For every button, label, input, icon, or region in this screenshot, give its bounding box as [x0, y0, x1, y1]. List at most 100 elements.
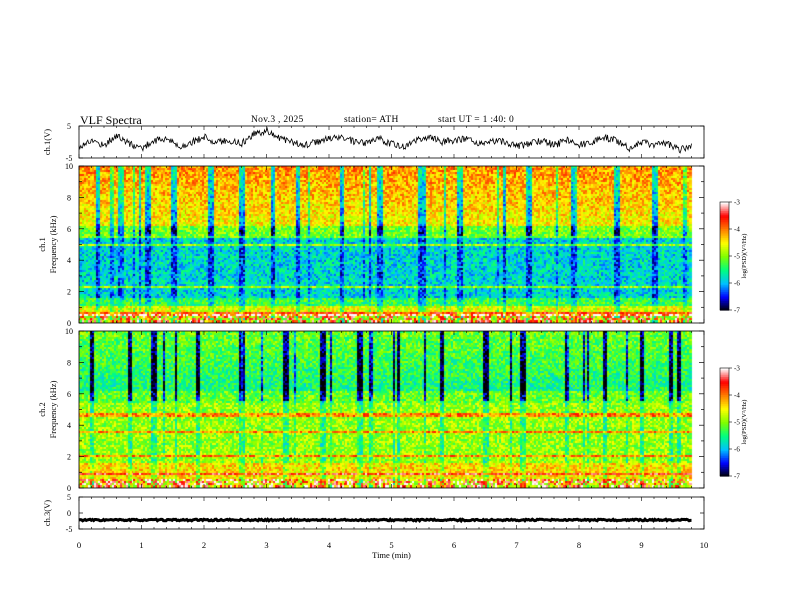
colorbar-step	[720, 391, 729, 394]
colorbar-step	[720, 414, 729, 418]
colorbar-step	[720, 295, 729, 298]
colorbar-step	[720, 443, 729, 446]
colorbar-step	[720, 371, 729, 374]
colorbar-step	[720, 241, 729, 244]
colorbar-step	[720, 472, 729, 475]
colorbar-step	[720, 380, 729, 383]
colorbar-label: log(PSD)(V²/Hz)	[741, 400, 748, 445]
y-tick-label: 2	[67, 453, 71, 462]
colorbar-step	[720, 205, 729, 208]
colorbar-step	[720, 429, 729, 432]
y-tick-label: 6	[67, 225, 71, 234]
ch1-colorbar: -3 -4 -5 -6 -7 log(PSD)(V²/Hz)	[719, 199, 748, 315]
ch2-colorbar: -3 -4 -5 -6 -7 log(PSD)(V²/Hz)	[719, 365, 748, 481]
colorbar-step	[720, 396, 729, 400]
colorbar-step	[720, 254, 729, 257]
colorbar-step	[720, 440, 729, 443]
panel-frame	[78, 125, 705, 159]
colorbar-step	[720, 463, 729, 466]
figure-title: VLF Spectra	[80, 113, 142, 127]
colorbar-step	[720, 404, 729, 407]
colorbar-step	[720, 405, 729, 409]
colorbar-step	[720, 286, 729, 289]
colorbar-step	[720, 270, 729, 273]
y-tick-label: 8	[67, 358, 71, 367]
colorbar-tick-label: -3	[734, 365, 740, 373]
ch2-spectrogram-panel: 0 2 4 6 8 10 ch.2 Frequency (kHz)	[37, 327, 705, 493]
colorbar-tick-label: -7	[734, 307, 740, 315]
x-tick-label: 9	[639, 540, 643, 550]
colorbar-step	[720, 275, 729, 279]
colorbar-step	[720, 290, 729, 293]
colorbar-step	[720, 468, 729, 472]
y-tick-label: 10	[65, 162, 73, 171]
x-tick-label: 4	[327, 540, 332, 550]
colorbar-step	[720, 252, 729, 255]
panel-frame	[78, 496, 705, 530]
colorbar-step	[720, 243, 729, 246]
ch1-waveform-panel: 5 -5 ch.1(V)	[42, 122, 705, 163]
station-label: station= ATH	[344, 115, 399, 125]
colorbar-step	[720, 434, 729, 437]
colorbar-step	[720, 297, 729, 300]
colorbar-step	[720, 257, 729, 261]
colorbar-step	[720, 220, 729, 223]
y-tick-label: 0	[67, 509, 71, 518]
colorbar-step	[720, 395, 729, 398]
colorbar-step	[720, 268, 729, 271]
y-tick-label: 6	[67, 390, 71, 399]
x-tick-label: 0	[77, 540, 81, 550]
colorbar-step	[720, 459, 729, 463]
colorbar-tick-label: -6	[734, 446, 740, 454]
colorbar-step	[720, 283, 729, 286]
colorbar-step	[720, 378, 729, 382]
colorbar-step	[720, 398, 729, 401]
time-axis: 0 1 2 3 4 5 6 7 8 9 10 Time (min)	[77, 540, 708, 560]
colorbar-step	[720, 293, 729, 297]
colorbar-step	[720, 409, 729, 412]
y-tick-label: 2	[67, 288, 71, 297]
colorbar-step	[720, 427, 729, 430]
colorbar-step	[720, 377, 729, 380]
y-tick-label: 8	[67, 193, 71, 202]
colorbar-step	[720, 387, 729, 391]
colorbar-step	[720, 230, 729, 234]
colorbar-step	[720, 382, 729, 385]
colorbar-step	[720, 229, 729, 232]
colorbar-step	[720, 454, 729, 457]
colorbar-step	[720, 203, 729, 207]
date-label: Nov.3 , 2025	[251, 115, 304, 125]
y-axis-label: ch.1(V)	[42, 129, 52, 155]
ch3-waveform-panel: 5 0 -5 ch.3(V)	[42, 493, 705, 534]
colorbar-step	[720, 209, 729, 212]
colorbar-step	[720, 306, 729, 309]
colorbar-tick-label: -6	[734, 280, 740, 288]
colorbar-step	[720, 301, 729, 304]
colorbar-step	[720, 304, 729, 307]
colorbar-step	[720, 247, 729, 250]
colorbar-step	[720, 470, 729, 473]
colorbar-step	[720, 458, 729, 461]
x-axis-label: Time (min)	[372, 550, 411, 560]
y-axis-label-channel: ch.1	[37, 237, 47, 251]
colorbar-step	[720, 402, 729, 405]
colorbar-tick-label: -5	[734, 253, 740, 261]
colorbar-step	[720, 465, 729, 468]
y-tick-label: 10	[65, 327, 73, 336]
colorbar-step	[720, 445, 729, 448]
y-axis-label-channel: ch.2	[37, 402, 47, 416]
colorbar-step	[720, 202, 729, 205]
colorbar-step	[720, 368, 729, 371]
y-tick-label: 0	[67, 484, 71, 493]
colorbar-tick-label: -4	[734, 392, 740, 400]
spectrogram-image	[79, 166, 704, 323]
colorbar-step	[720, 432, 729, 436]
x-tick-label: 7	[514, 540, 518, 550]
colorbar-step	[720, 279, 729, 282]
colorbar-tick-label: -7	[734, 473, 740, 481]
colorbar-step	[720, 236, 729, 239]
y-axis-label-frequency: Frequency (kHz)	[48, 380, 58, 438]
colorbar-step	[720, 422, 729, 425]
